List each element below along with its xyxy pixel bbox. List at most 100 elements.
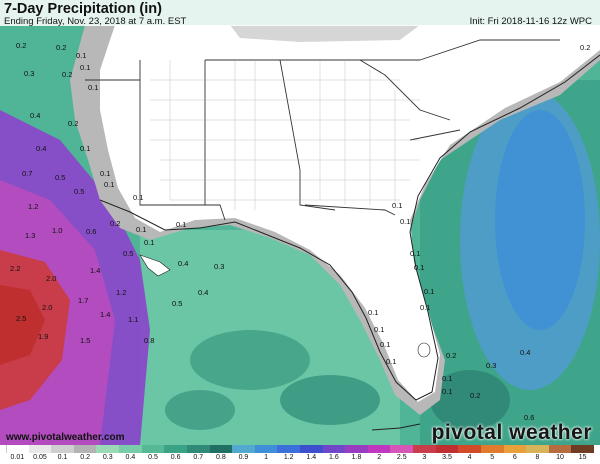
map-value-label: 0.5 — [74, 187, 84, 196]
color-scale-label: 6 — [512, 454, 517, 461]
color-scale-label: 0.1 — [57, 454, 68, 461]
map-value-label: 0.1 — [400, 217, 410, 226]
map-value-label: 1.7 — [78, 296, 88, 305]
color-swatch — [73, 445, 97, 453]
map-value-label: 0.5 — [172, 299, 182, 308]
color-scale-label: 0.01 — [10, 454, 25, 461]
west-red-inner — [0, 285, 45, 365]
map-value-label: 2.0 — [42, 303, 52, 312]
color-scale-label: 0.7 — [193, 454, 204, 461]
map-value-label: 0.1 — [100, 169, 110, 178]
map-value-label: 1.4 — [90, 266, 100, 275]
map-title: 7-Day Precipitation (in) — [4, 1, 162, 17]
map-value-label: 0.1 — [88, 83, 98, 92]
color-swatch — [277, 445, 301, 453]
map-value-label: 0.6 — [86, 227, 96, 236]
color-scale-label: 0.8 — [215, 454, 226, 461]
map-value-label: 0.4 — [36, 144, 46, 153]
map-value-label: 0.5 — [55, 173, 65, 182]
gulf-dark-patch-3 — [165, 390, 235, 430]
color-swatch — [28, 445, 52, 453]
color-scale-label: 1.4 — [306, 454, 317, 461]
color-scale-label: 4 — [467, 454, 472, 461]
color-swatch — [571, 445, 595, 453]
color-scale-label: 0.2 — [80, 454, 91, 461]
color-swatch — [51, 445, 75, 453]
map-value-label: 0.2 — [580, 43, 590, 52]
map-value-label: 0.1 — [368, 308, 378, 317]
color-scale-label: 0.05 — [33, 454, 47, 461]
map-value-label: 0.1 — [410, 249, 420, 258]
map-value-label: 0.1 — [386, 357, 396, 366]
map-value-label: 0.1 — [442, 387, 452, 396]
atlantic-green-patch — [430, 370, 510, 430]
init-time: Init: Fri 2018-11-16 12z WPC — [469, 16, 592, 27]
color-swatch — [209, 445, 233, 453]
map-value-label: 0.4 — [520, 348, 530, 357]
color-scale-label: 15 — [578, 454, 587, 461]
map-value-label: 0.2 — [110, 219, 120, 228]
land-white — [100, 25, 600, 402]
map-value-label: 0.1 — [424, 287, 434, 296]
map-value-label: 0.1 — [380, 340, 390, 349]
color-swatch — [300, 445, 324, 453]
color-swatch — [254, 445, 278, 453]
map-value-label: 1.2 — [28, 202, 38, 211]
map-value-label: 1.9 — [38, 332, 48, 341]
color-swatch — [164, 445, 188, 453]
atlantic-blue-core — [495, 110, 585, 330]
header-background — [0, 0, 600, 26]
map-value-label: 0.1 — [420, 303, 430, 312]
color-scale-label: 1 — [264, 454, 269, 461]
color-swatch — [458, 445, 482, 453]
map-value-label: 1.3 — [25, 231, 35, 240]
color-scale-legend: 0.01 0.05 0.1 0.2 0.3 0.4 0.5 0.6 0.7 0.8 0.9 1 1.2 1… — [0, 445, 600, 464]
map-value-label: 0.1 — [80, 144, 90, 153]
map-value-label: 0.5 — [123, 249, 133, 258]
florida-keys — [371, 423, 421, 431]
map-value-label: 0.4 — [30, 111, 40, 120]
color-swatch — [6, 445, 31, 453]
color-swatch — [96, 445, 120, 453]
color-swatch — [322, 445, 346, 453]
map-value-label: 0.1 — [104, 180, 114, 189]
color-scale-label: 8 — [535, 454, 540, 461]
color-swatch — [503, 445, 527, 453]
color-scale-label: 1.2 — [283, 454, 294, 461]
lake-okeechobee — [417, 342, 431, 358]
map-value-label: 0.2 — [470, 391, 480, 400]
map-value-label: 0.1 — [80, 63, 90, 72]
coastline — [99, 54, 600, 401]
color-scale-label: 0.4 — [125, 454, 136, 461]
color-scale-label: 1.8 — [351, 454, 362, 461]
map-value-label: 2.2 — [10, 264, 20, 273]
map-value-label: 0.4 — [178, 259, 188, 268]
color-swatch — [141, 445, 165, 453]
map-value-label: 0.4 — [198, 288, 208, 297]
map-value-label: 2.0 — [46, 274, 56, 283]
map-value-label: 2.5 — [16, 314, 26, 323]
color-swatch — [186, 445, 211, 453]
map-value-label: 0.2 — [56, 43, 66, 52]
color-swatch — [345, 445, 369, 453]
gulf-dark-patch-1 — [190, 330, 310, 390]
map-value-label: 0.1 — [442, 374, 452, 383]
map-subtitle: Ending Friday, Nov. 23, 2018 at 7 a.m. E… — [4, 16, 187, 27]
color-scale-label: 0.3 — [102, 454, 113, 461]
map-value-label: 1.0 — [52, 226, 62, 235]
color-swatch — [367, 445, 391, 453]
color-scale-label: 0.9 — [238, 454, 249, 461]
color-scale-label: 3.5 — [442, 454, 452, 461]
gulf-dark-patch-2 — [280, 375, 380, 425]
map-value-label: 0.1 — [414, 263, 424, 272]
color-scale-label: 2.5 — [396, 454, 407, 461]
map-value-label: 0.2 — [62, 70, 72, 79]
county-lines — [150, 60, 420, 210]
color-swatch — [435, 445, 459, 453]
map-value-label: 0.3 — [486, 361, 496, 370]
map-value-labels: 0.2 0.2 0.1 0.3 0.2 0.1 0.1 0.4 0.2 0.4 0.1 0.7 0.5 0… — [10, 41, 590, 422]
state-borders — [85, 39, 560, 221]
map-value-label: 0.2 — [68, 119, 78, 128]
color-scale-label: 2 — [377, 454, 382, 461]
map-value-label: 0.1 — [144, 238, 154, 247]
